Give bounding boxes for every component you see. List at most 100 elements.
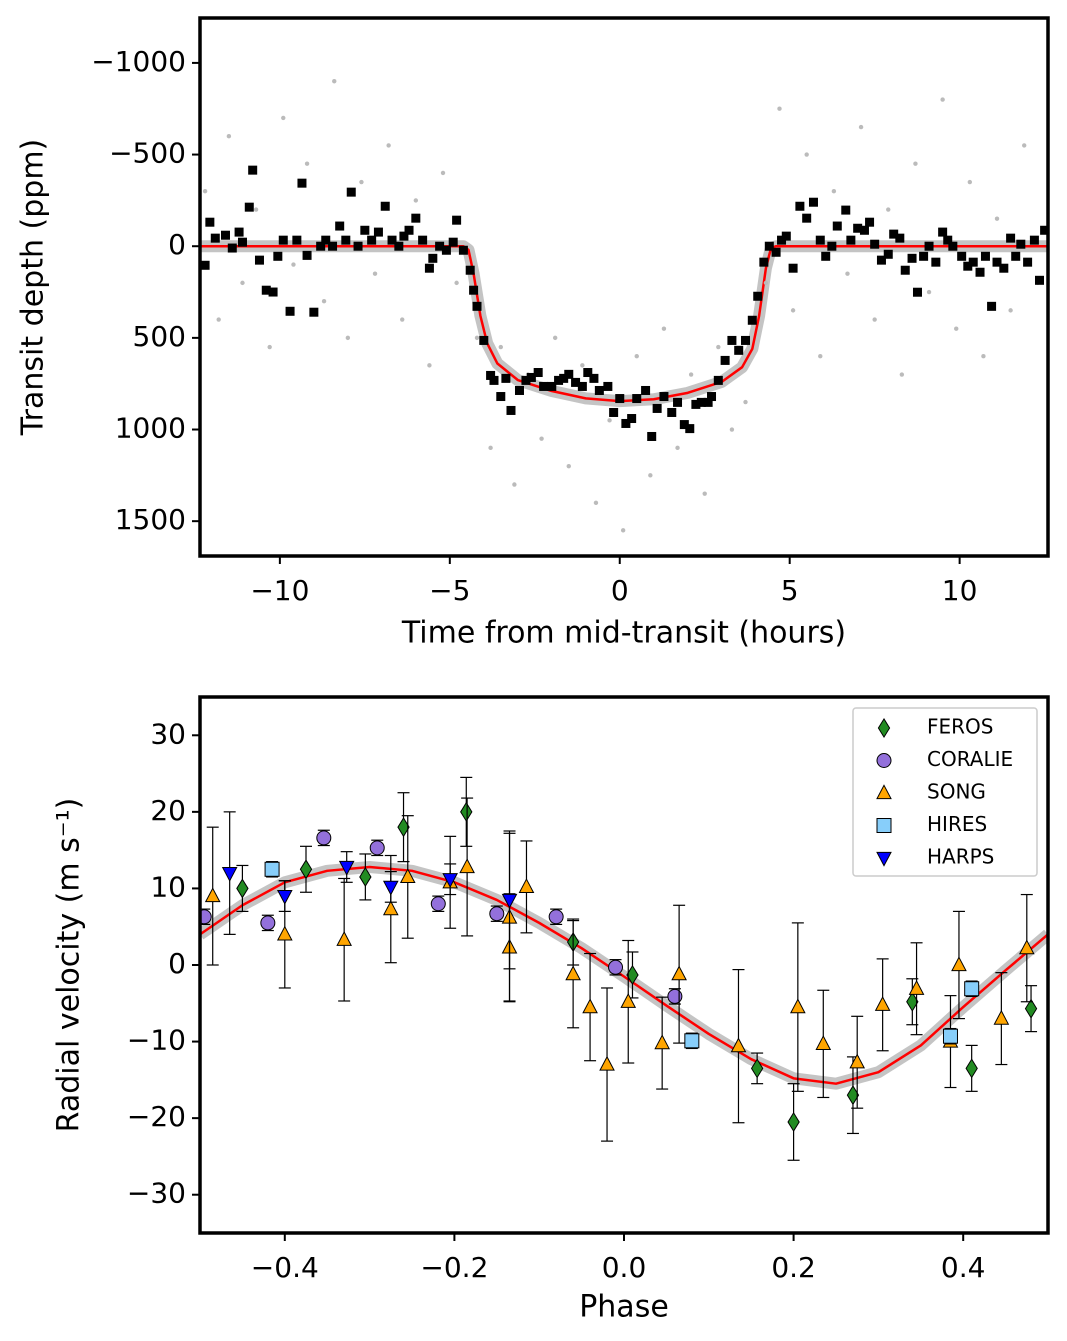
x-tick-label: −0.2	[420, 1251, 488, 1284]
data-point	[204, 887, 221, 903]
data-point	[496, 392, 506, 402]
data-point	[808, 197, 818, 207]
data-point	[539, 381, 549, 391]
data-point	[248, 165, 258, 175]
data-point	[268, 287, 278, 297]
data-point	[621, 418, 631, 428]
data-point	[942, 1028, 958, 1044]
data-point	[931, 257, 941, 267]
data-point	[743, 399, 748, 405]
data-point	[428, 253, 438, 263]
data-point	[583, 368, 593, 378]
y-tick-label: −30	[127, 1177, 186, 1210]
data-point	[489, 375, 499, 385]
data-point	[221, 867, 238, 882]
x-tick-label: −10	[250, 574, 309, 607]
data-point	[1035, 275, 1045, 285]
data-point	[458, 245, 468, 255]
data-point	[647, 431, 657, 441]
data-point	[594, 385, 604, 395]
data-point	[963, 261, 973, 271]
data-point	[741, 335, 751, 345]
data-point	[566, 463, 571, 469]
data-point	[684, 1033, 700, 1049]
data-point	[316, 241, 326, 251]
data-point	[452, 215, 462, 225]
data-point	[387, 235, 397, 245]
data-point	[750, 1058, 764, 1079]
y-tick-label: 1500	[115, 503, 186, 536]
data-point	[948, 241, 958, 251]
axes-frame	[198, 695, 1050, 1235]
y-tick-label: 0	[168, 947, 186, 980]
data-point	[216, 317, 221, 322]
data-point	[498, 344, 503, 350]
data-point	[846, 235, 856, 245]
data-point	[237, 237, 247, 247]
data-point	[448, 237, 458, 247]
data-point	[951, 956, 967, 972]
legend-marker	[876, 851, 892, 867]
data-point	[975, 267, 985, 277]
data-point	[870, 239, 880, 249]
data-point	[675, 445, 680, 451]
data-point	[459, 858, 475, 874]
data-point	[202, 189, 208, 194]
data-point	[994, 216, 1000, 221]
data-point	[938, 227, 948, 237]
data-point	[489, 906, 505, 922]
data-point	[788, 263, 798, 273]
data-point	[620, 992, 637, 1008]
data-point	[309, 307, 319, 317]
data-point	[615, 394, 625, 404]
data-point	[818, 353, 823, 359]
data-point	[580, 363, 585, 368]
data-point	[512, 482, 517, 487]
data-point	[889, 229, 899, 239]
data-point	[759, 257, 769, 267]
data-point	[968, 257, 978, 267]
data-point	[926, 289, 932, 295]
plot-area	[200, 79, 1048, 533]
data-point	[919, 251, 929, 261]
data-point	[440, 170, 446, 176]
data-point	[730, 1037, 747, 1053]
data-point	[501, 373, 511, 383]
data-point	[240, 280, 245, 286]
data-point	[696, 397, 706, 407]
data-point	[521, 375, 531, 385]
x-tick-label: 0.0	[602, 1251, 647, 1284]
data-point	[1040, 225, 1048, 235]
legend-marker	[877, 717, 891, 739]
data-point	[720, 355, 730, 365]
data-point	[747, 315, 757, 325]
data-point	[654, 1034, 670, 1050]
legend-frame	[852, 707, 1038, 877]
data-point	[430, 896, 446, 912]
data-point	[472, 301, 482, 311]
data-point	[276, 925, 293, 941]
data-point	[328, 241, 338, 251]
data-point	[609, 407, 619, 417]
x-tick-label: 0	[611, 574, 629, 607]
data-point	[260, 915, 276, 931]
data-point	[964, 981, 980, 997]
model-samples	[200, 240, 1048, 408]
data-point	[865, 217, 875, 227]
legend-label: CORALIE	[927, 747, 1013, 771]
data-point	[688, 372, 694, 377]
data-point	[373, 227, 383, 237]
data-point	[965, 1058, 978, 1079]
data-point	[734, 345, 744, 355]
y-tick-label: 1000	[115, 412, 186, 445]
data-point	[603, 381, 613, 391]
data-point	[771, 247, 781, 257]
data-point	[372, 271, 378, 276]
plot-area	[200, 776, 1048, 1161]
data-point	[582, 998, 598, 1014]
data-point	[981, 353, 986, 359]
data-point	[424, 263, 434, 273]
data-point	[883, 249, 893, 259]
data-point	[859, 225, 869, 235]
